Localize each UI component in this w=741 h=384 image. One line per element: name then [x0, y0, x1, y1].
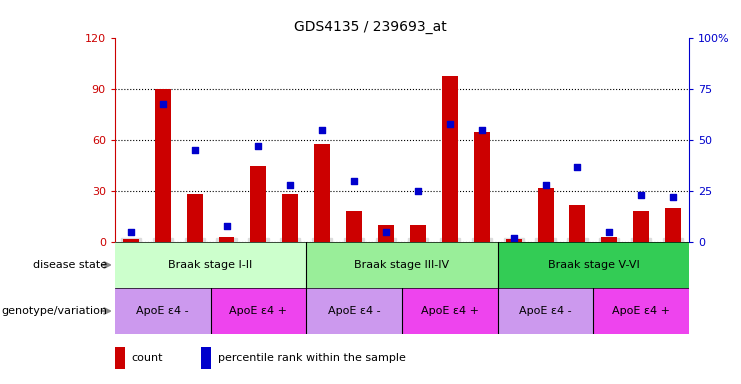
Point	[476, 127, 488, 133]
Bar	[314, 144, 330, 242]
Bar	[410, 225, 426, 242]
Text: ApoE ε4 +: ApoE ε4 +	[612, 306, 671, 316]
Bar	[306, 242, 498, 288]
Bar	[155, 89, 170, 242]
Bar	[402, 288, 498, 334]
Point	[539, 182, 551, 188]
Bar	[115, 346, 125, 369]
Text: Braak stage III-IV: Braak stage III-IV	[354, 260, 450, 270]
Bar	[594, 288, 689, 334]
Point	[157, 101, 169, 107]
Text: Braak stage I-II: Braak stage I-II	[168, 260, 253, 270]
Bar	[210, 288, 306, 334]
Text: ApoE ε4 -: ApoE ε4 -	[328, 306, 380, 316]
Bar	[115, 242, 306, 288]
Text: percentile rank within the sample: percentile rank within the sample	[218, 353, 406, 363]
Text: ApoE ε4 +: ApoE ε4 +	[230, 306, 288, 316]
Bar	[378, 225, 394, 242]
Bar	[505, 238, 522, 242]
Text: ApoE ε4 -: ApoE ε4 -	[519, 306, 572, 316]
Bar	[115, 288, 210, 334]
Point	[285, 182, 296, 188]
Text: genotype/variation: genotype/variation	[1, 306, 107, 316]
Point	[667, 194, 679, 200]
Bar	[537, 188, 554, 242]
Text: GDS4135 / 239693_at: GDS4135 / 239693_at	[294, 20, 447, 34]
Bar	[442, 76, 458, 242]
Point	[125, 229, 137, 235]
Point	[571, 164, 583, 170]
Bar	[123, 238, 139, 242]
Bar	[282, 194, 299, 242]
Point	[508, 235, 519, 241]
Bar	[219, 237, 234, 242]
Text: ApoE ε4 +: ApoE ε4 +	[421, 306, 479, 316]
Point	[603, 229, 615, 235]
Text: disease state: disease state	[33, 260, 107, 270]
Text: count: count	[131, 353, 162, 363]
Bar	[306, 288, 402, 334]
Point	[253, 143, 265, 149]
Point	[412, 188, 424, 194]
Bar	[250, 166, 267, 242]
Bar	[346, 212, 362, 242]
Text: Braak stage V-VI: Braak stage V-VI	[548, 260, 639, 270]
Bar	[602, 237, 617, 242]
Point	[444, 121, 456, 127]
Point	[380, 229, 392, 235]
Bar	[201, 346, 211, 369]
Bar	[665, 208, 681, 242]
Bar	[634, 212, 649, 242]
Point	[189, 147, 201, 154]
Point	[316, 127, 328, 133]
Bar	[570, 205, 585, 242]
Bar	[498, 288, 594, 334]
Point	[348, 178, 360, 184]
Point	[221, 223, 233, 229]
Bar	[498, 242, 689, 288]
Text: ApoE ε4 -: ApoE ε4 -	[136, 306, 189, 316]
Bar	[187, 194, 202, 242]
Point	[635, 192, 647, 198]
Bar	[473, 132, 490, 242]
